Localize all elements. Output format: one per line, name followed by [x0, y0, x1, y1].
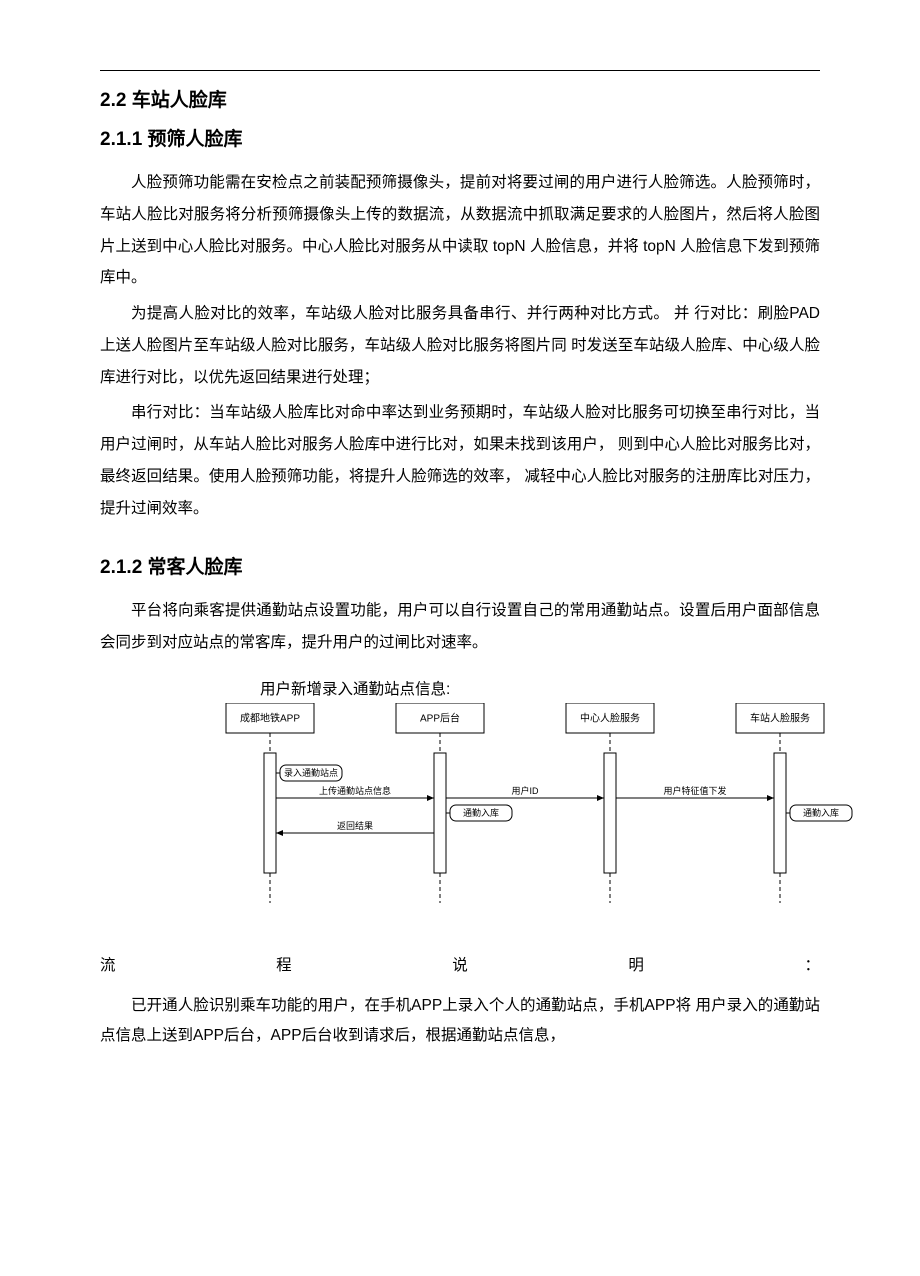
diagram-caption: 用户新增录入通勤站点信息: [260, 677, 820, 699]
horizontal-rule [100, 70, 820, 71]
svg-text:APP后台: APP后台 [420, 712, 460, 725]
sequence-diagram: 成都地铁APP APP后台 中心人脸服务 车站人脸服务上传通勤站点信息 用户ID 用户特征… [100, 703, 820, 913]
heading-2-2: 2.2 车站人脸库 [100, 85, 820, 112]
paragraph-flow: 已开通人脸识别乘车功能的用户，在手机APP上录入个人的通勤站点，手机APP将 用… [100, 991, 820, 1051]
svg-text:车站人脸服务: 车站人脸服务 [750, 712, 810, 725]
paragraph-212-1: 平台将向乘客提供通勤站点设置功能，用户可以自行设置自己的常用通勤站点。设置后用户… [100, 595, 820, 659]
spread-char: 流 [100, 953, 116, 975]
paragraph-211-1: 人脸预筛功能需在安检点之前装配预筛摄像头，提前对将要过闸的用户进行人脸筛选。人脸… [100, 167, 820, 294]
svg-text:通勤入库: 通勤入库 [803, 807, 839, 818]
svg-text:通勤入库: 通勤入库 [463, 807, 499, 818]
spread-char: 说 [452, 953, 468, 975]
sequence-diagram-svg: 成都地铁APP APP后台 中心人脸服务 车站人脸服务上传通勤站点信息 用户ID 用户特征… [220, 703, 920, 913]
paragraph-211-2: 为提高人脸对比的效率，车站级人脸对比服务具备串行、并行两种对比方式。 并 行对比… [100, 298, 820, 393]
heading-2-1-2: 2.1.2 常客人脸库 [100, 552, 820, 579]
spread-char: ： [804, 953, 820, 975]
svg-text:用户特征值下发: 用户特征值下发 [663, 785, 726, 796]
paragraph-211-3: 串行对比：当车站级人脸库比对命中率达到业务预期时，车站级人脸对比服务可切换至串行… [100, 397, 820, 524]
svg-text:中心人脸服务: 中心人脸服务 [580, 712, 640, 725]
svg-text:录入通勤站点: 录入通勤站点 [284, 767, 338, 778]
spread-char: 明 [628, 953, 644, 975]
spread-char: 程 [276, 953, 292, 975]
flow-heading-spread: 流 程 说 明 ： [100, 953, 820, 975]
heading-2-1-1: 2.1.1 预筛人脸库 [100, 124, 820, 151]
svg-text:上传通勤站点信息: 上传通勤站点信息 [319, 785, 391, 796]
svg-text:用户ID: 用户ID [511, 785, 539, 796]
svg-text:成都地铁APP: 成都地铁APP [240, 712, 300, 725]
svg-text:返回结果: 返回结果 [337, 820, 373, 831]
